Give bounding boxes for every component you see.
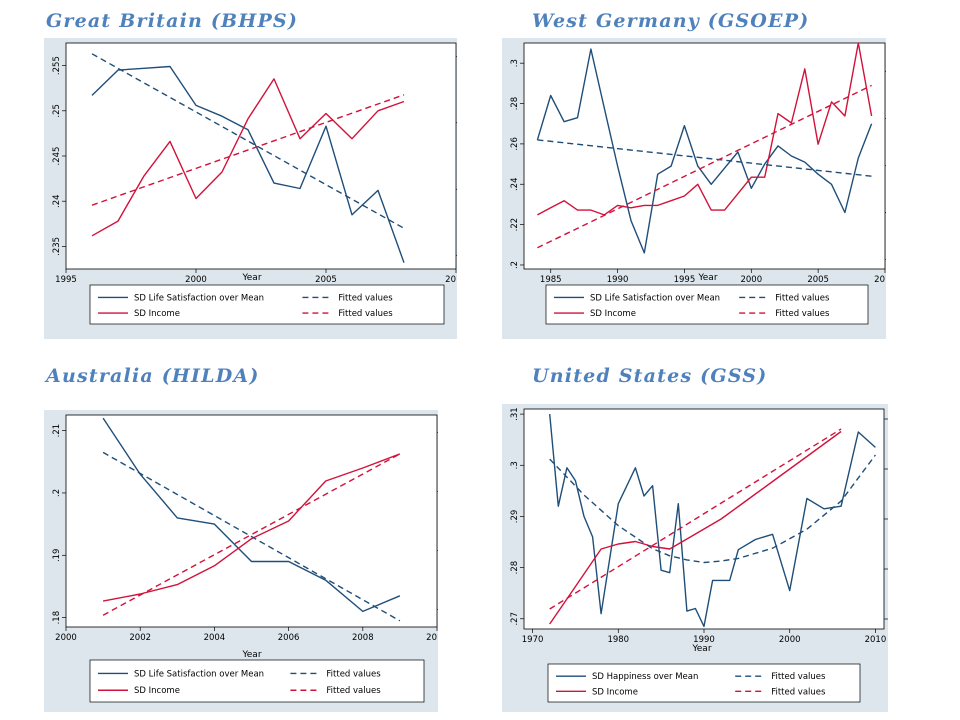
x-tick-label: 1990 — [693, 635, 715, 645]
panel-title: West Germany (GSOEP) — [532, 10, 810, 32]
x-tick-label: 2005 — [315, 275, 337, 285]
legend-box — [545, 284, 869, 325]
x-tick-label: 2000 — [779, 635, 801, 645]
y-left-tick-label: .24 — [510, 177, 520, 191]
series-line-blue — [549, 414, 876, 628]
great-britain-chart: 1995200020052010.235.24.245.25.255150002… — [44, 38, 457, 339]
x-tick-label: 1995 — [674, 275, 696, 285]
y-left-tick-label: .29 — [510, 510, 520, 524]
x-tick-label: 2000 — [55, 633, 77, 643]
plot-area — [523, 408, 885, 630]
y-left-tick-label: .27 — [510, 612, 520, 626]
panel-title: United States (GSS) — [532, 365, 768, 387]
legend-label: Fitted values — [771, 672, 826, 682]
legend-label: SD Happiness over Mean — [592, 672, 698, 682]
fitted-line-red — [102, 453, 401, 616]
series-line-red — [91, 78, 405, 237]
y-left-tick-label: .19 — [52, 549, 62, 563]
legend-label: SD Life Satisfaction over Mean — [590, 293, 720, 303]
y-left-tick-label: .3 — [510, 59, 520, 67]
fitted-line-red — [91, 94, 405, 206]
y-left-tick-label: .24 — [52, 194, 62, 208]
australia-chart: 200020022004200620082010.18.19.2.2130000… — [44, 410, 438, 712]
x-tick-label: 2000 — [740, 275, 762, 285]
plot-area — [523, 42, 886, 270]
y-left-tick-label: .2 — [510, 261, 520, 269]
fitted-line-blue — [537, 139, 872, 177]
x-tick-label: 2006 — [278, 633, 300, 643]
y-left-tick-label: .235 — [52, 237, 62, 256]
x-axis-label: Year — [241, 650, 261, 660]
legend-label: SD Income — [590, 309, 636, 319]
series-line-blue — [536, 48, 873, 254]
united-states-chart: 19701980199020002010.27.28.29.3.31100002… — [502, 404, 888, 712]
x-tick-label: 2002 — [129, 633, 151, 643]
fitted-line-red — [549, 428, 842, 610]
y-left-tick-label: .26 — [510, 137, 520, 151]
x-tick-label: 2000 — [185, 275, 207, 285]
legend-label: SD Income — [134, 686, 180, 696]
series-line-red — [549, 430, 842, 625]
x-tick-label: 1995 — [55, 275, 77, 285]
y-left-tick-label: .31 — [510, 407, 520, 421]
x-tick-label: 1990 — [607, 275, 629, 285]
y-left-tick-label: .22 — [510, 218, 520, 232]
y-left-tick-label: .25 — [52, 104, 62, 118]
legend-label: Fitted values — [775, 293, 830, 303]
legend-label: SD Income — [592, 687, 638, 697]
legend-label: SD Life Satisfaction over Mean — [134, 669, 264, 679]
legend-label: Fitted values — [338, 293, 393, 303]
legend-label: SD Income — [134, 309, 180, 319]
legend-box — [89, 284, 445, 325]
x-tick-label: 2008 — [352, 633, 374, 643]
y-left-tick-label: .18 — [52, 611, 62, 625]
y-left-tick-label: .28 — [510, 97, 520, 111]
y-left-tick-label: .255 — [52, 56, 62, 75]
legend-label: Fitted values — [338, 309, 393, 319]
x-tick-label: 2010 — [426, 633, 438, 643]
x-axis-label: Year — [697, 273, 717, 283]
legend-label: Fitted values — [771, 687, 826, 697]
series-line-red — [537, 42, 873, 216]
x-axis-label: Year — [241, 273, 261, 283]
plot-area — [65, 414, 438, 628]
series-line-blue — [102, 417, 401, 613]
x-axis-label: Year — [691, 644, 711, 654]
x-tick-label: 1985 — [540, 275, 562, 285]
x-tick-label: 2010 — [445, 275, 457, 285]
series-line-blue — [91, 65, 405, 263]
fitted-line-blue — [102, 451, 401, 622]
y-left-tick-label: .3 — [510, 461, 520, 469]
legend-label: Fitted values — [326, 669, 381, 679]
x-tick-label: 2010 — [865, 635, 887, 645]
legend-label: SD Life Satisfaction over Mean — [134, 293, 264, 303]
y-left-tick-label: .245 — [52, 147, 62, 166]
x-tick-label: 2005 — [807, 275, 829, 285]
y-left-tick-label: .28 — [510, 561, 520, 575]
x-tick-label: 1980 — [607, 635, 629, 645]
x-tick-label: 2004 — [204, 633, 226, 643]
x-tick-label: 2010 — [874, 275, 886, 285]
legend-label: Fitted values — [326, 686, 381, 696]
panel-title: Australia (HILDA) — [46, 365, 260, 387]
fitted-line-red — [537, 84, 872, 249]
legend-box — [547, 663, 861, 703]
west-germany-chart: 1985 1990 1995 2000 2005 2010 .2 .22 .24 .26 .28 .3… — [502, 38, 886, 339]
series-line-red — [102, 453, 401, 602]
legend-label: Fitted values — [775, 309, 830, 319]
fitted-line-blue — [549, 454, 876, 564]
legend-box — [89, 659, 425, 703]
y-left-tick-label: .2 — [52, 489, 62, 497]
y-left-tick-label: .21 — [52, 424, 62, 438]
panel-title: Great Britain (BHPS) — [46, 10, 299, 32]
x-tick-label: 1970 — [522, 635, 544, 645]
